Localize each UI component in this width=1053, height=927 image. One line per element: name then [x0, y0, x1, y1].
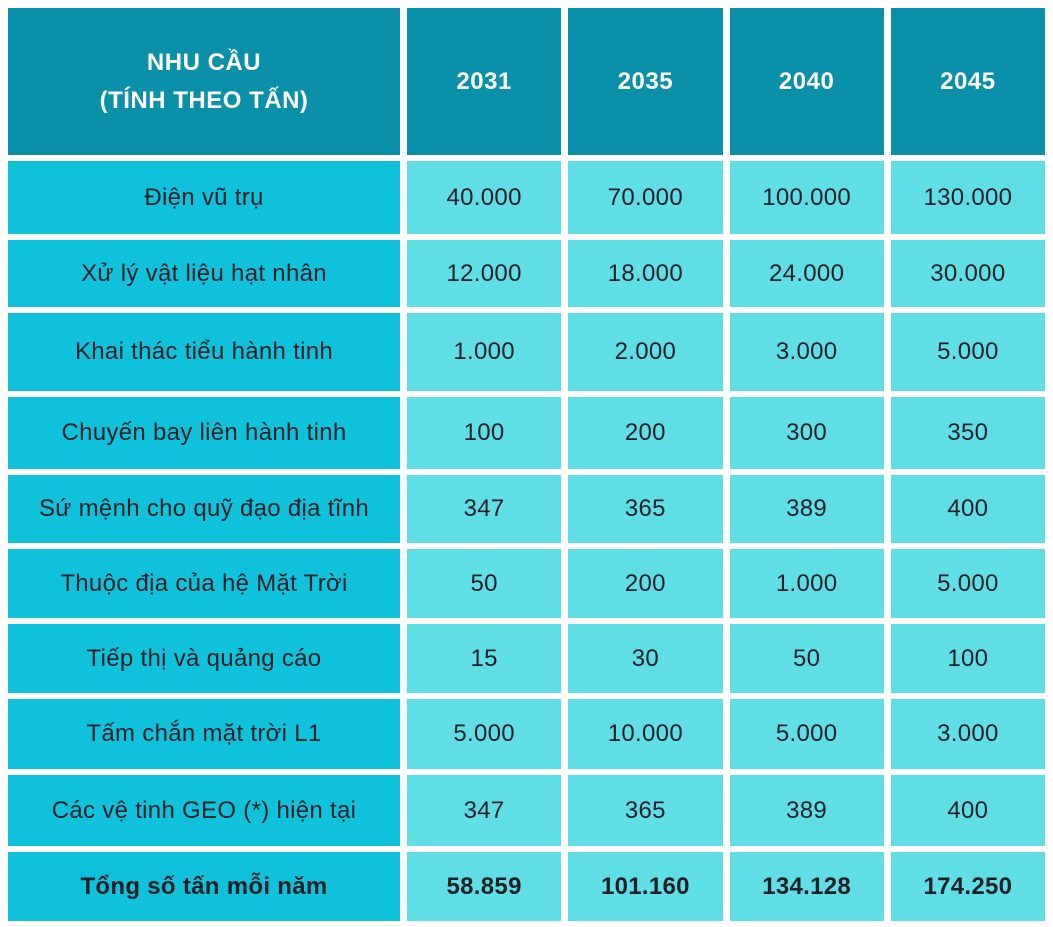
cell-value: 2.000	[568, 313, 723, 391]
year-header-2045: 2045	[890, 8, 1045, 155]
cell-value: 24.000	[729, 240, 884, 307]
cell-value: 3.000	[890, 699, 1045, 769]
cell-value: 40.000	[407, 161, 562, 234]
row-label: Khai thác tiểu hành tinh	[8, 313, 400, 391]
total-cell-value: 101.160	[568, 852, 723, 921]
cell-value: 300	[729, 397, 884, 469]
row-label: Chuyến bay liên hành tinh	[8, 397, 400, 469]
total-cell-value: 134.128	[729, 852, 884, 921]
row-label: Các vệ tinh GEO (*) hiện tại	[8, 775, 400, 846]
row-label: Tiếp thị và quảng cáo	[8, 624, 400, 693]
row-label: Sứ mệnh cho quỹ đạo địa tĩnh	[8, 475, 400, 543]
cell-value: 200	[568, 549, 723, 618]
table-title-line1: NHU CẦU	[146, 49, 262, 77]
cell-value: 12.000	[407, 240, 562, 307]
cell-value: 10.000	[568, 699, 723, 769]
cell-value: 50	[729, 624, 884, 693]
demand-table: NHU CẦU (TÍNH THEO TẤN) 2031 2035 2040 2…	[8, 8, 1045, 921]
table-title-line2: (TÍNH THEO TẤN)	[99, 86, 309, 114]
cell-value: 130.000	[890, 161, 1045, 234]
cell-value: 365	[568, 775, 723, 846]
cell-value: 50	[407, 549, 562, 618]
cell-value: 15	[407, 624, 562, 693]
table-title-header: NHU CẦU (TÍNH THEO TẤN)	[8, 8, 400, 155]
cell-value: 400	[890, 475, 1045, 543]
cell-value: 365	[568, 475, 723, 543]
row-label: Điện vũ trụ	[8, 161, 400, 234]
cell-value: 30	[568, 624, 723, 693]
cell-value: 3.000	[729, 313, 884, 391]
cell-value: 5.000	[890, 549, 1045, 618]
cell-value: 1.000	[729, 549, 884, 618]
cell-value: 389	[729, 775, 884, 846]
cell-value: 200	[568, 397, 723, 469]
cell-value: 347	[407, 775, 562, 846]
cell-value: 5.000	[890, 313, 1045, 391]
cell-value: 1.000	[407, 313, 562, 391]
total-cell-value: 58.859	[407, 852, 562, 921]
year-header-2040: 2040	[729, 8, 884, 155]
year-header-2035: 2035	[568, 8, 723, 155]
total-row-label: Tổng số tấn mỗi năm	[8, 852, 400, 921]
cell-value: 100.000	[729, 161, 884, 234]
row-label: Thuộc địa của hệ Mặt Trời	[8, 549, 400, 618]
cell-value: 5.000	[729, 699, 884, 769]
total-cell-value: 174.250	[890, 852, 1045, 921]
cell-value: 400	[890, 775, 1045, 846]
row-label: Xử lý vật liệu hạt nhân	[8, 240, 400, 307]
cell-value: 350	[890, 397, 1045, 469]
cell-value: 30.000	[890, 240, 1045, 307]
cell-value: 347	[407, 475, 562, 543]
cell-value: 70.000	[568, 161, 723, 234]
year-header-2031: 2031	[407, 8, 562, 155]
cell-value: 5.000	[407, 699, 562, 769]
cell-value: 100	[407, 397, 562, 469]
cell-value: 100	[890, 624, 1045, 693]
row-label: Tấm chắn mặt trời L1	[8, 699, 400, 769]
cell-value: 18.000	[568, 240, 723, 307]
cell-value: 389	[729, 475, 884, 543]
